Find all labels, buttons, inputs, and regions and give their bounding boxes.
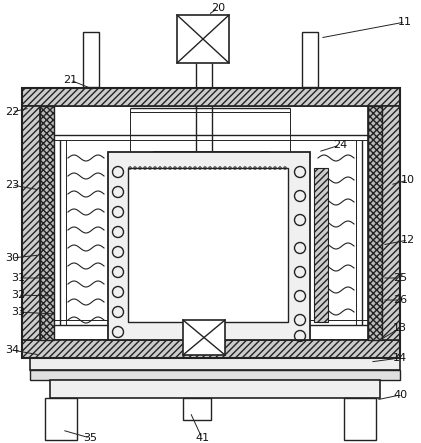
Text: 25: 25 — [393, 273, 407, 283]
Bar — [183, 320, 225, 355]
Bar — [30, 358, 400, 370]
Text: 32: 32 — [11, 290, 25, 300]
Bar — [30, 370, 400, 380]
Bar — [22, 106, 40, 340]
Bar — [302, 32, 318, 87]
Text: 11: 11 — [398, 17, 412, 27]
Bar — [128, 168, 288, 322]
Bar — [183, 398, 211, 420]
Text: 31: 31 — [11, 273, 25, 283]
Bar — [50, 380, 380, 398]
Bar — [40, 106, 54, 340]
Bar — [314, 168, 328, 322]
Text: 40: 40 — [393, 390, 407, 400]
Bar — [368, 106, 382, 340]
Text: 41: 41 — [195, 433, 209, 443]
Text: 13: 13 — [393, 323, 407, 333]
Bar — [22, 340, 400, 358]
Bar — [344, 398, 376, 440]
Bar — [45, 398, 77, 440]
Text: 22: 22 — [5, 107, 19, 117]
Bar — [83, 32, 99, 87]
Bar — [108, 152, 310, 340]
Bar — [22, 88, 400, 106]
Text: 30: 30 — [5, 253, 19, 263]
Bar — [177, 15, 229, 63]
Text: 12: 12 — [401, 235, 415, 245]
Text: 21: 21 — [63, 75, 77, 85]
Text: 14: 14 — [393, 353, 407, 363]
Bar — [382, 106, 400, 340]
Text: 34: 34 — [5, 345, 19, 355]
Bar — [54, 106, 368, 340]
Text: 10: 10 — [401, 175, 415, 185]
Text: 20: 20 — [211, 3, 225, 13]
Text: 23: 23 — [5, 180, 19, 190]
Text: 35: 35 — [83, 433, 97, 443]
Text: 33: 33 — [11, 307, 25, 317]
Bar — [22, 88, 400, 358]
Text: 24: 24 — [333, 140, 347, 150]
Text: 26: 26 — [393, 295, 407, 305]
